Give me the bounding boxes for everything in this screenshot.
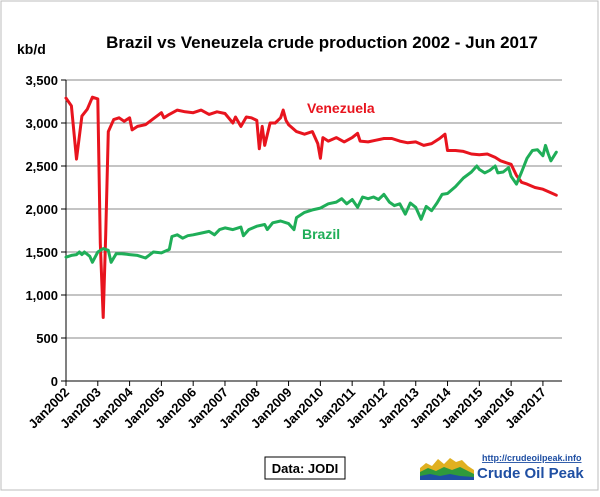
y-tick-label: 0 [51,374,58,389]
chart-title: Brazil vs Veneuzela crude production 200… [106,33,538,52]
series-line-venezuela [64,95,558,319]
y-tick-label: 2,000 [25,202,58,217]
logo-url: http://crudeoilpeak.info [482,453,582,463]
crude-oil-peak-logo: http://crudeoilpeak.info Crude Oil Peak [420,453,584,482]
y-tick-label: 2,500 [25,159,58,174]
source-label: Data: JODI [272,461,338,476]
y-tick-label: 1,500 [25,245,58,260]
series-lines [64,95,558,319]
y-axis-ticks: 0 500 1,000 1,500 2,000 2,500 3,000 3,500 [25,73,67,389]
y-tick-label: 1,000 [25,288,58,303]
y-tick-label: 500 [36,331,58,346]
y-tick-label: 3,000 [25,116,58,131]
logo-wave-icon [420,458,474,480]
series-line-brazil [64,143,558,264]
series-label-venezuela: Venezuela [307,100,375,116]
y-tick-label: 3,500 [25,73,58,88]
series-label-brazil: Brazil [302,226,340,242]
logo-name: Crude Oil Peak [477,465,584,482]
source-box: Data: JODI [264,456,346,480]
y-axis-unit-label: kb/d [17,41,46,57]
